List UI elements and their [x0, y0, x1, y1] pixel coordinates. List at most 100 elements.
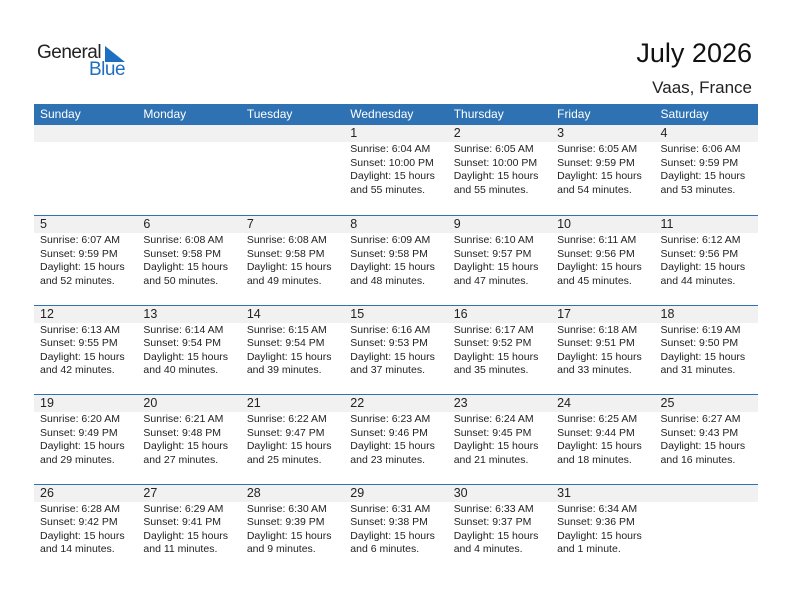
daylight-text: Daylight: 15 hours: [557, 529, 642, 542]
daylight-text: Daylight: 15 hours: [40, 261, 125, 273]
day-cell: Sunrise: 6:04 AM Sunset: 10:00 PM Daylight…: [344, 142, 447, 197]
week-row: 26 27 28 29 30 31 Sunrise: 6:28 AM Sunset: 9:42…: [34, 483, 758, 574]
daylight-text: Daylight: 15 hours: [453, 170, 539, 182]
daylight-text: Daylight: 15 hours: [453, 261, 539, 273]
day-cell: Sunrise: 6:29 AM Sunset: 9:41 PM Daylight:…: [137, 502, 240, 557]
minutes-text: and 52 minutes.: [40, 274, 115, 287]
sunrise-text: Sunrise: 6:24 AM: [453, 413, 534, 425]
sunrise-text: Sunrise: 6:17 AM: [453, 323, 534, 336]
minutes-text: and 42 minutes.: [40, 364, 115, 376]
sunset-text: Sunset: 9:53 PM: [350, 337, 428, 349]
weekday-wednesday: Wednesday: [350, 107, 414, 121]
sunrise-text: Sunrise: 6:15 AM: [246, 323, 327, 336]
weekday-header: Sunday Monday Tuesday Wednesday Thursday Frid…: [34, 104, 758, 125]
day-number: 3: [557, 126, 565, 140]
daylight-text: Daylight: 15 hours: [453, 529, 539, 542]
sunrise-text: Sunrise: 6:16 AM: [350, 323, 431, 336]
minutes-text: and 29 minutes.: [40, 453, 115, 466]
sunrise-text: Sunrise: 6:31 AM: [350, 502, 431, 515]
day-cell: [655, 502, 758, 557]
daylight-text: Daylight: 15 hours: [660, 170, 746, 182]
day-cell: Sunrise: 6:09 AM Sunset: 9:58 PM Daylight:…: [344, 233, 447, 288]
sunset-text: Sunset: 9:37 PM: [453, 516, 532, 528]
minutes-text: and 16 minutes.: [660, 453, 736, 466]
sunrise-text: Sunrise: 6:22 AM: [246, 413, 327, 425]
sunrise-text: Sunrise: 6:07 AM: [40, 234, 120, 246]
day-cell: Sunrise: 6:11 AM Sunset: 9:56 PM Daylight:…: [551, 233, 654, 288]
sunrise-text: Sunrise: 6:28 AM: [40, 502, 120, 515]
daylight-text: Daylight: 15 hours: [453, 440, 539, 452]
sunrise-text: Sunrise: 6:13 AM: [40, 323, 120, 336]
sunset-text: Sunset: 10:00 PM: [453, 156, 538, 169]
day-number: 20: [143, 396, 158, 410]
sunset-text: Sunset: 9:59 PM: [557, 156, 635, 169]
sunrise-text: Sunrise: 6:30 AM: [246, 502, 327, 515]
location: Vaas, France: [652, 78, 752, 97]
day-number: [655, 485, 758, 502]
sunrise-text: Sunrise: 6:23 AM: [350, 413, 431, 425]
minutes-text: and 4 minutes.: [453, 543, 523, 555]
sunset-text: Sunset: 9:54 PM: [143, 337, 222, 349]
day-cell: [137, 142, 240, 197]
minutes-text: and 11 minutes.: [143, 543, 218, 555]
day-number: 9: [453, 217, 461, 231]
sunrise-text: Sunrise: 6:09 AM: [350, 234, 431, 246]
minutes-text: and 47 minutes.: [453, 274, 529, 287]
minutes-text: and 21 minutes.: [453, 453, 529, 466]
minutes-text: and 55 minutes.: [453, 183, 529, 196]
day-cell: Sunrise: 6:23 AM Sunset: 9:46 PM Daylight:…: [344, 412, 447, 467]
daylight-text: Daylight: 15 hours: [660, 350, 746, 363]
day-number: 24: [557, 396, 572, 410]
day-number: 28: [246, 485, 261, 500]
sunrise-text: Sunrise: 6:11 AM: [557, 234, 637, 246]
day-info-row: Sunrise: 6:13 AM Sunset: 9:55 PM Daylight:…: [34, 323, 758, 378]
day-cell: Sunrise: 6:21 AM Sunset: 9:48 PM Daylight:…: [137, 412, 240, 467]
day-number: 4: [660, 126, 668, 140]
day-number: 29: [350, 485, 365, 500]
minutes-text: and 50 minutes.: [143, 274, 219, 287]
daylight-text: Daylight: 15 hours: [557, 440, 642, 452]
minutes-text: and 6 minutes.: [350, 543, 420, 555]
day-cell: Sunrise: 6:33 AM Sunset: 9:37 PM Daylight:…: [448, 502, 551, 557]
daylight-text: Daylight: 15 hours: [660, 440, 746, 452]
day-number: 8: [350, 217, 358, 231]
week-row: 12 13 14 15 16 17 18 Sunrise: 6:13 AM Sunset: 9:…: [34, 304, 758, 395]
sunset-text: Sunset: 9:38 PM: [350, 516, 428, 528]
day-number: 1: [350, 126, 358, 140]
weekday-sunday: Sunday: [40, 107, 81, 121]
sunset-text: Sunset: 9:58 PM: [350, 247, 428, 260]
sunrise-text: Sunrise: 6:12 AM: [660, 234, 741, 246]
day-cell: Sunrise: 6:34 AM Sunset: 9:36 PM Daylight:…: [551, 502, 654, 557]
sunset-text: Sunset: 9:56 PM: [660, 247, 739, 260]
sunrise-text: Sunrise: 6:21 AM: [143, 413, 224, 425]
minutes-text: and 45 minutes.: [557, 274, 632, 287]
sunset-text: Sunset: 9:47 PM: [246, 426, 325, 439]
sunset-text: Sunset: 9:54 PM: [246, 337, 325, 349]
sunset-text: Sunset: 9:58 PM: [246, 247, 325, 260]
day-cell: Sunrise: 6:16 AM Sunset: 9:53 PM Daylight:…: [344, 323, 447, 378]
weeks: 1 2 3 4 Sunrise: 6:04 AM Sunset: 10:00 PM Dayl…: [34, 125, 758, 573]
day-cell: Sunrise: 6:05 AM Sunset: 10:00 PM Daylight…: [448, 142, 551, 197]
day-info-row: Sunrise: 6:28 AM Sunset: 9:42 PM Daylight:…: [34, 502, 758, 557]
day-cell: Sunrise: 6:10 AM Sunset: 9:57 PM Daylight:…: [448, 233, 551, 288]
daylight-text: Daylight: 15 hours: [557, 350, 642, 363]
daylight-text: Daylight: 15 hours: [40, 529, 125, 542]
day-cell: Sunrise: 6:13 AM Sunset: 9:55 PM Daylight:…: [34, 323, 137, 378]
sunset-text: Sunset: 9:42 PM: [40, 516, 118, 528]
sunset-text: Sunset: 9:50 PM: [660, 337, 739, 349]
minutes-text: and 39 minutes.: [246, 364, 322, 376]
day-number: 7: [246, 217, 254, 231]
day-number: 23: [453, 396, 468, 410]
sunset-text: Sunset: 9:43 PM: [660, 426, 739, 439]
day-number: 22: [350, 396, 365, 410]
sunset-text: Sunset: 9:57 PM: [453, 247, 532, 260]
minutes-text: and 35 minutes.: [453, 364, 529, 376]
day-number-band: 12 13 14 15 16 17 18: [34, 305, 758, 323]
daylight-text: Daylight: 15 hours: [350, 440, 435, 452]
day-cell: Sunrise: 6:08 AM Sunset: 9:58 PM Daylight:…: [137, 233, 240, 288]
daylight-text: Daylight: 15 hours: [350, 350, 435, 363]
sunset-text: Sunset: 9:56 PM: [557, 247, 635, 260]
sunset-text: Sunset: 10:00 PM: [350, 156, 434, 169]
sunset-text: Sunset: 9:49 PM: [40, 426, 118, 439]
sunset-text: Sunset: 9:41 PM: [143, 516, 222, 528]
